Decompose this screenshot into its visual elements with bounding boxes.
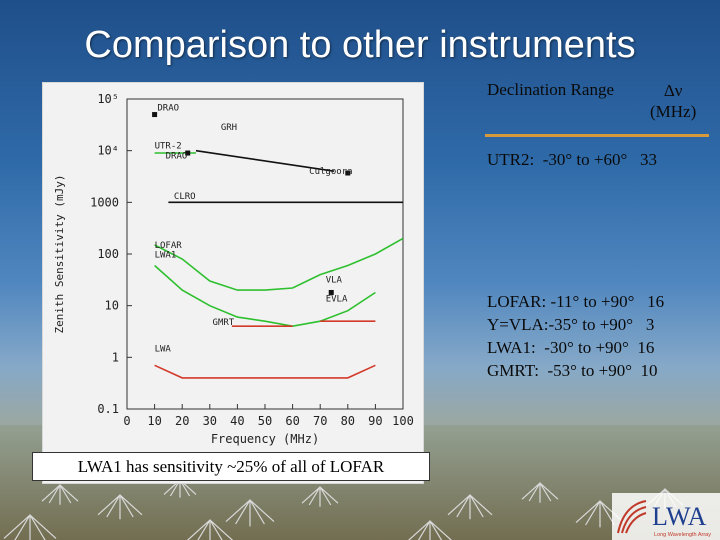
y-tick-label: 10 (105, 299, 119, 313)
x-axis-label: Frequency (MHz) (211, 432, 319, 446)
table-row-utr2: UTR2: -30° to +60° 33 (487, 150, 658, 169)
y-tick-label: 100 (97, 247, 119, 261)
instrument-label: LWA (155, 344, 172, 354)
x-tick-label: 40 (230, 414, 244, 428)
y-axis-label: Zenith Sensitivity (mJy) (53, 175, 66, 334)
antenna-shape (186, 518, 234, 540)
instrument-label: LWA1 (155, 251, 177, 261)
instrument-label: DRAO (157, 103, 179, 113)
y-tick-label: 1000 (90, 195, 119, 209)
x-tick-label: 100 (392, 414, 414, 428)
instrument-label: GMRT (213, 318, 235, 328)
x-tick-label: 10 (147, 414, 161, 428)
chart-caption: LWA1 has sensitivity ~25% of all of LOFA… (32, 452, 430, 481)
instrument-label: VLA (326, 276, 343, 286)
antenna-shape (3, 513, 57, 540)
instrument-label: LOFAR (155, 241, 183, 251)
declination-header: Declination Range (487, 80, 614, 99)
sensitivity-chart: 0 10 20 30 40 50 60 70 80 90 100 0.1 1 10 100 1000 10⁴ 10… (53, 92, 414, 446)
bandwidth-header: Δν (MHz) (650, 80, 696, 122)
lwa-logo-mark (617, 500, 647, 534)
instrument-label: EVLA (326, 295, 348, 305)
x-tick-label: 0 (123, 414, 130, 428)
bandwidth-unit: (MHz) (650, 102, 697, 121)
table-row-lofar: LOFAR: -11° to +90° 16 (487, 292, 665, 311)
x-tick-label: 60 (285, 414, 299, 428)
x-tick-label: 90 (368, 414, 382, 428)
y-tick-label: 10⁴ (97, 144, 119, 158)
table-row-lwa1: LWA1: -30° to +90° 16 (487, 338, 655, 357)
instrument-label: CLRO (174, 192, 196, 202)
point-marker-drao (185, 150, 191, 156)
series-line-lofar (154, 237, 404, 291)
header-divider (485, 134, 709, 137)
table-row-vla: Y=VLA:-35° to +90° 3 (487, 315, 655, 334)
lwa-logo-tagline: Long Wavelength Array (654, 532, 711, 538)
instrument-label: UTR-2 (155, 142, 182, 152)
series-line-lwa (154, 364, 376, 379)
point-marker-vla (328, 289, 334, 295)
series-line-grh (195, 149, 335, 172)
antenna-shape (521, 481, 559, 503)
series-line-lwa1 (154, 264, 376, 328)
lwa-logo: LWA Long Wavelength Array (612, 493, 720, 540)
antenna-shape (301, 485, 339, 507)
x-tick-label: 80 (341, 414, 355, 428)
x-tick-label: 20 (175, 414, 189, 428)
antenna-shape (225, 498, 275, 527)
bandwidth-symbol: Δν (663, 81, 683, 100)
y-tick-label: 0.1 (97, 402, 119, 416)
antenna-shape (97, 493, 143, 520)
lwa-logo-letters: LWA (652, 502, 707, 531)
chart-panel: 0 10 20 30 40 50 60 70 80 90 100 0.1 1 10 100 1000 10⁴ 10… (42, 82, 424, 484)
point-marker-drao (152, 112, 158, 118)
x-tick-label: 30 (203, 414, 217, 428)
slide-title: Comparison to other instruments (84, 24, 636, 66)
x-tick-label: 50 (258, 414, 272, 428)
y-tick-label: 1 (112, 350, 119, 364)
y-tick-label: 10⁵ (97, 92, 119, 106)
instrument-label: Culgoora (309, 167, 352, 177)
antenna-shape (447, 493, 493, 520)
x-tick-label: 70 (313, 414, 327, 428)
instrument-label: DRAO (166, 152, 188, 162)
instrument-label: GRH (221, 123, 237, 133)
point-marker-culgoora (345, 170, 351, 176)
antenna-shape (41, 483, 79, 505)
table-row-gmrt: GMRT: -53° to +90° 10 (487, 361, 658, 380)
